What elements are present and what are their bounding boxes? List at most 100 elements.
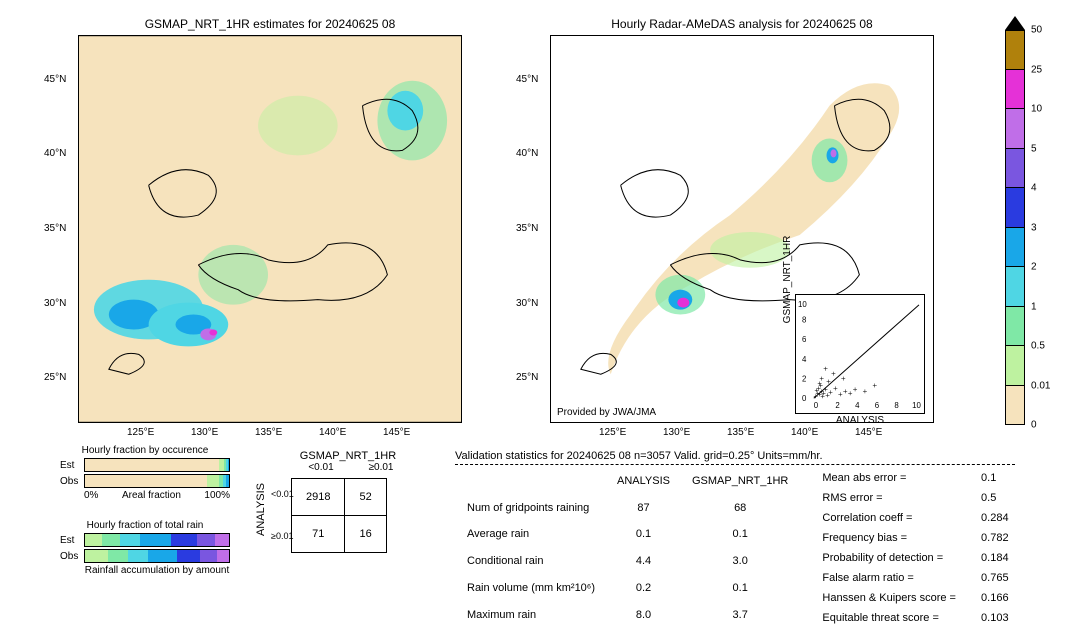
provided-by-label: Provided by JWA/JMA — [557, 407, 656, 418]
hbar — [84, 458, 230, 472]
radar-map: Provided by JWA/JMA 0246810 0246810 ANAL… — [550, 35, 934, 423]
validation-header: Validation statistics for 20240625 08 n=… — [455, 450, 1055, 462]
x-tick: 135°E — [255, 427, 282, 438]
total-caption: Rainfall accumulation by amount — [84, 565, 230, 576]
svg-text:10: 10 — [912, 401, 921, 410]
val-a: 87 — [607, 495, 680, 520]
svg-text:4: 4 — [855, 401, 860, 410]
metric-label: Correlation coeff = — [812, 509, 966, 527]
metric-value: 0.765 — [968, 569, 1019, 587]
svg-text:8: 8 — [894, 401, 899, 410]
contingency-col-title: GSMAP_NRT_1HR — [285, 450, 411, 462]
svg-text:6: 6 — [875, 401, 880, 410]
metric-value: 0.284 — [968, 509, 1019, 527]
colorbar-tick: 2 — [1031, 262, 1037, 273]
hbar-row-label: Est — [60, 460, 84, 471]
x-tick: 130°E — [663, 427, 690, 438]
total-title: Hourly fraction of total rain — [60, 520, 230, 531]
colorbar-tick: 3 — [1031, 222, 1037, 233]
occ-xlabel-left: 0% — [84, 490, 98, 501]
metric-label: False alarm ratio = — [812, 569, 966, 587]
y-tick: 25°N — [516, 372, 538, 383]
y-tick: 30°N — [44, 298, 66, 309]
contingency-row-title: ANALYSIS — [255, 483, 267, 536]
svg-text:8: 8 — [802, 316, 807, 325]
colorbar-tick: 25 — [1031, 64, 1042, 75]
y-tick: 45°N — [44, 74, 66, 85]
hbar-row-label: Est — [60, 535, 84, 546]
metric-label: Frequency bias = — [812, 529, 966, 547]
hbar — [84, 549, 230, 563]
x-tick: 125°E — [599, 427, 626, 438]
svg-text:4: 4 — [802, 355, 807, 364]
precip-colorbar: 502510543210.50.010 — [1005, 30, 1025, 425]
cont-row1: <0.01 — [271, 473, 291, 515]
x-tick: 140°E — [791, 427, 818, 438]
left-map-title: GSMAP_NRT_1HR estimates for 20240625 08 — [78, 17, 462, 31]
validation-comparison-table: ANALYSIS GSMAP_NRT_1HR Num of gridpoints… — [455, 467, 800, 629]
val-label: Conditional rain — [457, 549, 605, 574]
colorbar-tick: 10 — [1031, 104, 1042, 115]
svg-text:0: 0 — [802, 394, 807, 403]
hbar-row-label: Obs — [60, 551, 84, 562]
val-label: Num of gridpoints raining — [457, 495, 605, 520]
val-b: 3.0 — [682, 549, 798, 574]
hbar — [84, 533, 230, 547]
val-b: 0.1 — [682, 575, 798, 600]
colorbar-tick: 0 — [1031, 420, 1037, 431]
metric-value: 0.5 — [968, 489, 1019, 507]
cont-col1: <0.01 — [291, 462, 351, 473]
occ-xlabel-mid: Areal fraction — [122, 490, 181, 501]
metric-value: 0.1 — [968, 469, 1019, 487]
svg-text:0: 0 — [814, 401, 819, 410]
val-b: 3.7 — [682, 602, 798, 627]
metric-value: 0.184 — [968, 549, 1019, 567]
val-b: 68 — [682, 495, 798, 520]
val-label: Maximum rain — [457, 602, 605, 627]
val-a: 0.1 — [607, 522, 680, 547]
x-tick: 135°E — [727, 427, 754, 438]
y-tick: 45°N — [516, 74, 538, 85]
metric-label: Probability of detection = — [812, 549, 966, 567]
svg-text:2: 2 — [835, 401, 839, 410]
cont-col2: ≥0.01 — [351, 462, 411, 473]
colorbar-tick: 5 — [1031, 143, 1037, 154]
colorbar-tick: 0.5 — [1031, 341, 1045, 352]
metric-label: RMS error = — [812, 489, 966, 507]
colorbar-arrow-top — [1005, 16, 1025, 30]
metric-label: Hanssen & Kuipers score = — [812, 589, 966, 607]
metric-value: 0.166 — [968, 589, 1019, 607]
contingency-table: 291852 7116 — [291, 478, 387, 553]
svg-text:2: 2 — [802, 375, 806, 384]
occ-xlabel-right: 100% — [204, 490, 230, 501]
hbar — [84, 474, 230, 488]
metric-label: Mean abs error = — [812, 469, 966, 487]
y-tick: 40°N — [516, 148, 538, 159]
val-a: 0.2 — [607, 575, 680, 600]
x-tick: 140°E — [319, 427, 346, 438]
validation-metrics-table: Mean abs error = 0.1RMS error = 0.5Corre… — [810, 467, 1020, 629]
val-a: 4.4 — [607, 549, 680, 574]
metric-value: 0.782 — [968, 529, 1019, 547]
cont-row2: ≥0.01 — [271, 515, 291, 557]
val-a: 8.0 — [607, 602, 680, 627]
scatter-inset: 0246810 0246810 ANALYSIS GSMAP_NRT_1HR — [795, 294, 925, 414]
x-tick: 145°E — [383, 427, 410, 438]
val-b: 0.1 — [682, 522, 798, 547]
val-label: Average rain — [457, 522, 605, 547]
svg-text:6: 6 — [802, 335, 807, 344]
y-tick: 30°N — [516, 298, 538, 309]
scatter-ylabel: GSMAP_NRT_1HR — [782, 236, 793, 324]
y-tick: 40°N — [44, 148, 66, 159]
occurrence-title: Hourly fraction by occurence — [60, 445, 230, 456]
y-tick: 35°N — [516, 223, 538, 234]
colorbar-tick: 4 — [1031, 183, 1037, 194]
x-tick: 145°E — [855, 427, 882, 438]
x-tick: 125°E — [127, 427, 154, 438]
hbar-row-label: Obs — [60, 476, 84, 487]
val-label: Rain volume (mm km²10⁶) — [457, 575, 605, 600]
y-tick: 25°N — [44, 372, 66, 383]
x-tick: 130°E — [191, 427, 218, 438]
y-tick: 35°N — [44, 223, 66, 234]
right-map-title: Hourly Radar-AMeDAS analysis for 2024062… — [550, 17, 934, 31]
